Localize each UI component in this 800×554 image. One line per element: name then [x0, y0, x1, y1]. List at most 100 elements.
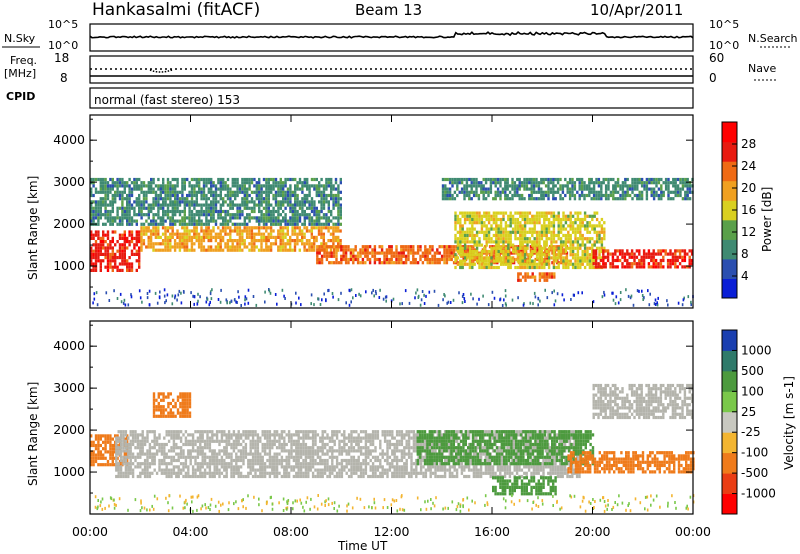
echo-cell [267, 239, 270, 243]
echo-cell [540, 246, 544, 250]
echo-cell [545, 217, 548, 222]
speckle-cell [372, 288, 374, 292]
echo-cell [550, 272, 554, 276]
echo-cell [485, 249, 488, 254]
echo-cell [162, 181, 165, 185]
noise-tick-top-left: 10^5 [48, 18, 78, 31]
echo-cell [552, 221, 556, 225]
echo-cell [555, 240, 558, 244]
echo-cell [650, 177, 653, 182]
echo-cell [313, 213, 316, 217]
echo-cell [535, 197, 538, 201]
echo-cell [296, 209, 299, 214]
echo-cell [581, 249, 584, 254]
echo-cell [671, 262, 675, 266]
echo-cell [480, 217, 484, 222]
echo-cell [202, 222, 206, 226]
echo-cell [614, 197, 617, 201]
echo-cell [296, 216, 299, 220]
echo-cell [243, 239, 246, 243]
echo-cell [339, 242, 342, 246]
speckle-cell [197, 292, 199, 296]
echo-cell [368, 257, 372, 262]
echo-cell [308, 216, 311, 220]
echo-cell [504, 246, 508, 250]
speckle-cell [127, 303, 130, 307]
echo-cell [533, 259, 536, 263]
echo-cell [335, 254, 338, 258]
echo-cell [373, 257, 377, 262]
echo-cell [277, 229, 280, 233]
echo-cell [130, 240, 134, 244]
echo-cell [428, 248, 432, 252]
echo-cell [579, 224, 582, 228]
echo-cell [296, 181, 299, 185]
echo-cell [183, 209, 186, 214]
echo-cell [528, 181, 531, 185]
echo-cell [612, 184, 615, 188]
speckle-cell [298, 296, 300, 300]
speckle-cell [247, 301, 250, 305]
echo-cell [109, 453, 112, 457]
echo-cell [586, 237, 589, 241]
echo-cell [225, 433, 228, 437]
echo-cell [332, 245, 335, 249]
echo-cell [478, 243, 481, 247]
echo-cell [182, 455, 185, 459]
echo-cell [291, 222, 294, 226]
echo-cell [255, 226, 258, 230]
echo-cell [218, 458, 221, 463]
echo-cell [318, 213, 321, 217]
echo-cell [152, 222, 155, 226]
echo-cell [114, 259, 117, 263]
echo-cell [504, 262, 508, 266]
echo-cell [270, 187, 273, 191]
echo-cell [186, 193, 189, 198]
echo-cell [598, 230, 601, 234]
echo-cell [676, 265, 679, 269]
echo-cell [583, 193, 586, 198]
echo-cell [205, 216, 208, 220]
echo-cell [487, 259, 491, 263]
echo-cell [223, 462, 226, 466]
speckle-cell [464, 300, 466, 303]
echo-cell [166, 216, 170, 220]
echo-cell [514, 246, 517, 250]
speckle-cell [444, 294, 446, 298]
echo-cell [621, 252, 624, 256]
echo-cell [679, 193, 682, 198]
echo-cell [289, 200, 292, 204]
echo-cell [229, 226, 232, 230]
echo-cell [164, 245, 167, 249]
echo-cell [672, 181, 675, 185]
echo-cell [143, 442, 147, 447]
echo-cell [509, 217, 512, 222]
echo-cell [237, 430, 240, 434]
echo-cell [523, 187, 526, 191]
speckle-cell [236, 301, 238, 304]
echo-cell [284, 235, 287, 239]
echo-cell [187, 471, 190, 475]
echo-cell [111, 447, 114, 451]
echo-cell [94, 187, 98, 191]
echo-cell [332, 242, 335, 246]
echo-cell [251, 455, 255, 459]
echo-cell [139, 446, 142, 450]
echo-cell [94, 252, 98, 256]
echo-cell [163, 449, 166, 453]
echo-cell [468, 240, 472, 244]
echo-cell [253, 235, 256, 239]
echo-cell [327, 203, 330, 207]
speckle-cell [340, 291, 342, 295]
echo-cell [254, 458, 257, 463]
echo-cell [454, 233, 457, 238]
echo-cell [477, 184, 481, 188]
echo-cell [244, 455, 248, 459]
echo-cell [179, 452, 183, 456]
echo-cell [438, 257, 441, 262]
echo-cell [480, 253, 484, 257]
echo-cell [633, 181, 637, 185]
echo-cell [604, 184, 608, 188]
echo-cell [115, 465, 118, 469]
echo-cell [451, 177, 454, 182]
